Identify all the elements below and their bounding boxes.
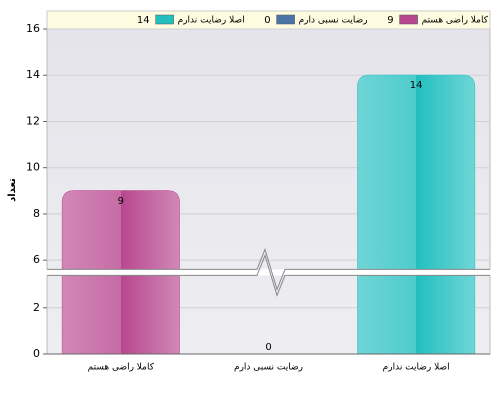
y-tick-label: 6 (33, 253, 40, 266)
legend-swatch (155, 14, 174, 25)
scale-break-edge (47, 253, 490, 297)
value-label: 0 (265, 342, 271, 353)
x-tick-label: اصلا رضایت ندارم (383, 363, 450, 373)
legend-swatch (399, 14, 418, 25)
y-tick-label: 10 (26, 161, 40, 174)
legend-label: اصلا رضایت ندارم (178, 16, 245, 26)
y-axis-title: تعداد (7, 178, 18, 202)
y-tick-label: 14 (26, 68, 40, 81)
scale-break-edge (47, 247, 490, 291)
scale-break-gap (0, 269, 500, 276)
legend-value: 0 (264, 15, 270, 26)
x-tick-label: رضایت نسبی دارم (234, 363, 303, 373)
y-tick-label: 0 (33, 347, 40, 360)
legend-label: کاملا راضی هستم (422, 16, 489, 26)
legend-label: رضایت نسبی دارم (299, 16, 368, 26)
legend-value: 9 (387, 15, 393, 26)
legend-value: 14 (137, 15, 150, 26)
value-label: 9 (118, 196, 124, 207)
bar-highlight (357, 75, 475, 355)
legend-swatch (276, 14, 295, 25)
value-label: 14 (410, 80, 423, 91)
y-tick-label: 2 (33, 301, 40, 314)
x-tick-label: کاملا راضی هستم (88, 363, 155, 373)
y-tick-label: 16 (26, 22, 40, 35)
y-tick-label: 8 (33, 207, 40, 220)
y-tick-label: 12 (26, 114, 40, 127)
